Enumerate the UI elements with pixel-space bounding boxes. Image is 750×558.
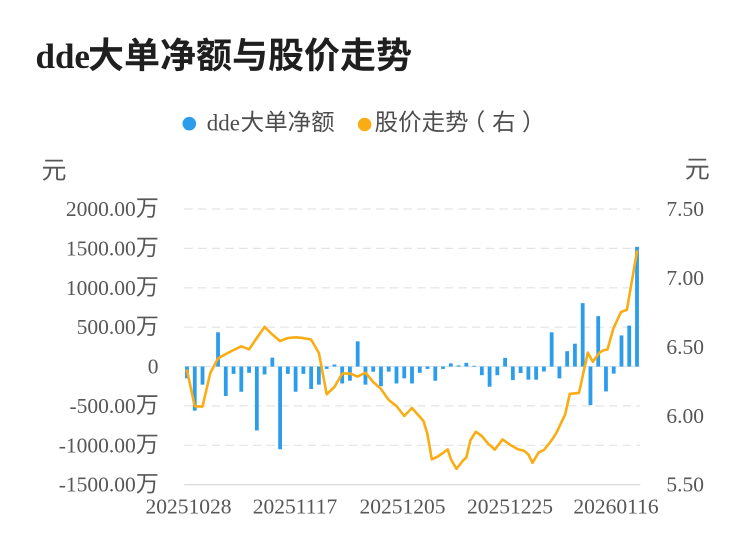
svg-text:2000.00: 2000.00	[66, 197, 136, 221]
svg-text:7.00: 7.00	[666, 266, 704, 290]
svg-text:5.50: 5.50	[666, 473, 704, 497]
svg-text:6.50: 6.50	[666, 335, 704, 359]
svg-text:20251205: 20251205	[360, 495, 446, 519]
svg-text:20260116: 20260116	[573, 495, 658, 519]
svg-text:1500.00: 1500.00	[66, 236, 136, 260]
svg-text:-500.00: -500.00	[70, 394, 136, 418]
svg-text:500.00: 500.00	[77, 315, 136, 339]
svg-text:7.50: 7.50	[666, 197, 704, 221]
svg-text:-1500.00: -1500.00	[59, 473, 136, 497]
svg-text:1000.00: 1000.00	[66, 276, 136, 300]
svg-text:-1000.00: -1000.00	[59, 433, 136, 457]
svg-text:dde: dde	[36, 37, 90, 76]
svg-text:20251028: 20251028	[146, 495, 232, 519]
svg-text:dde: dde	[207, 110, 240, 135]
svg-text:6.00: 6.00	[666, 404, 704, 428]
svg-text:20251117: 20251117	[253, 495, 338, 519]
svg-text:0: 0	[148, 355, 159, 379]
svg-text:20251225: 20251225	[467, 495, 553, 519]
